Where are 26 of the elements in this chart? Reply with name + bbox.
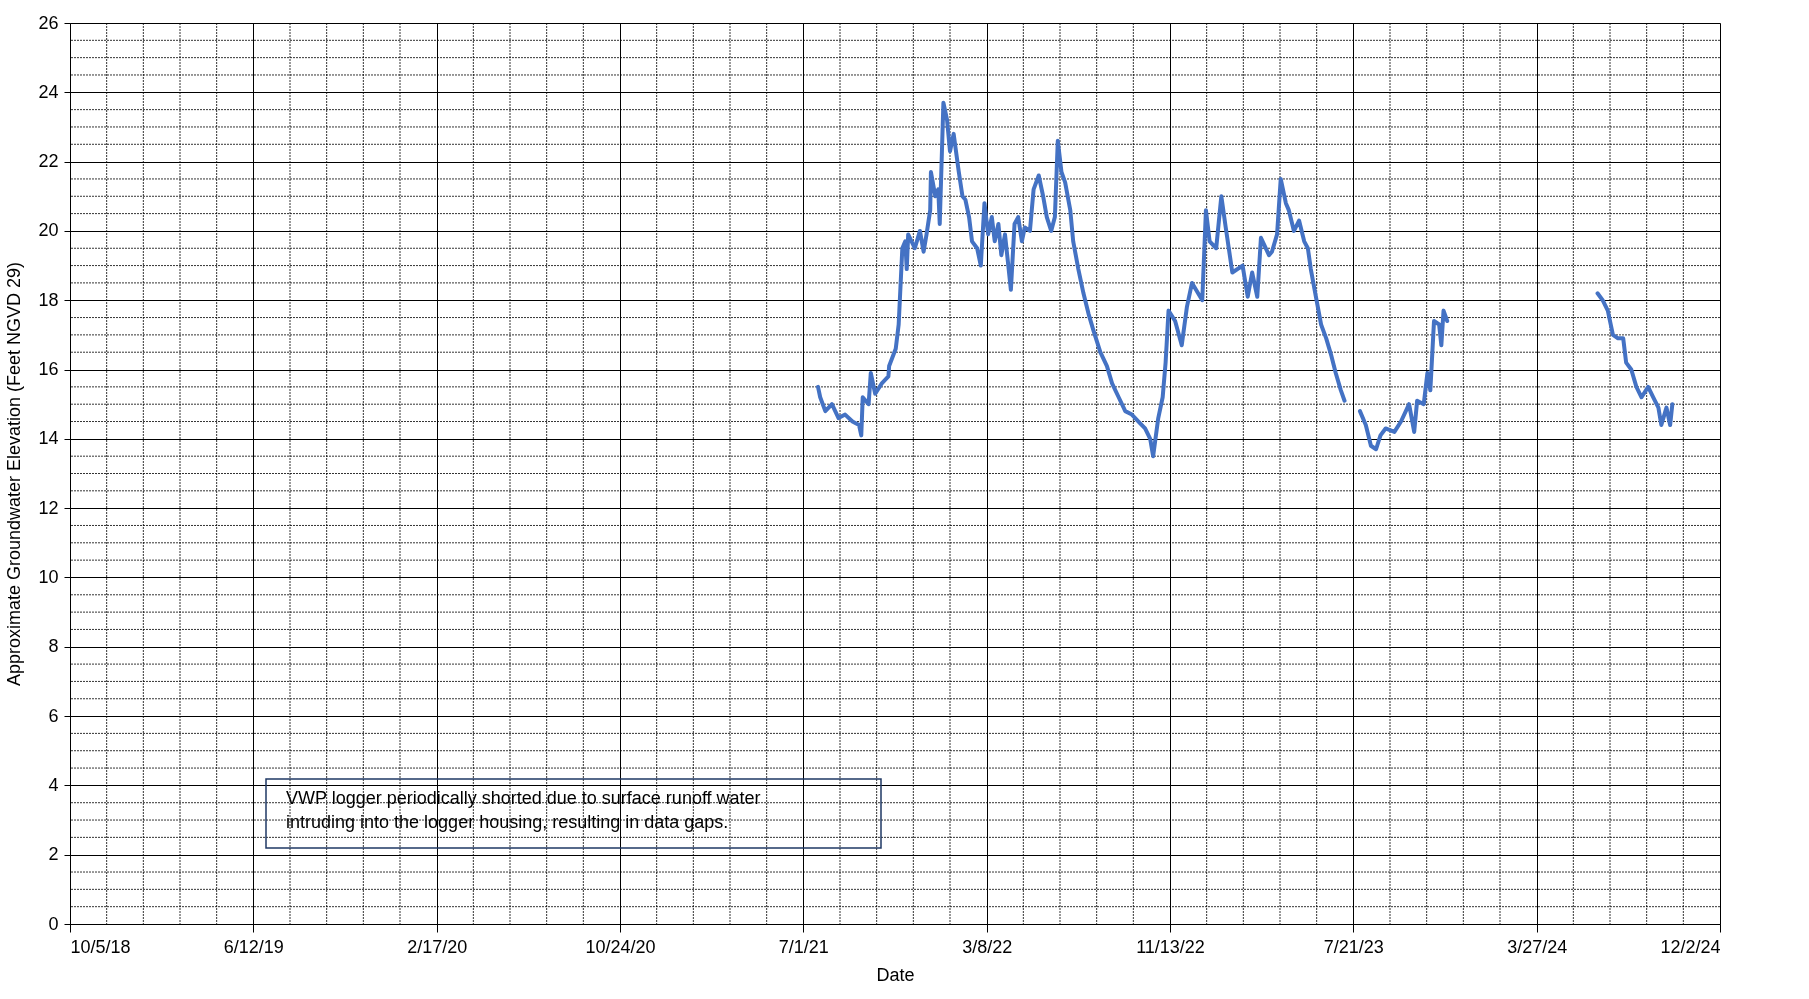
- y-tick-label: 0: [48, 913, 59, 934]
- x-tick-label: 10/5/18: [70, 936, 131, 957]
- x-tick-label: 6/12/19: [223, 936, 284, 957]
- x-tick-label: 3/27/24: [1507, 936, 1568, 957]
- y-tick-label: 8: [48, 636, 59, 657]
- y-tick-label: 10: [38, 566, 59, 587]
- x-tick-label: 3/8/22: [962, 936, 1013, 957]
- x-axis-title: Date: [876, 964, 915, 985]
- x-tick-label: 7/1/21: [778, 936, 829, 957]
- x-tick-label: 12/2/24: [1660, 936, 1721, 957]
- y-tick-label: 4: [48, 774, 59, 795]
- y-tick-label: 2: [48, 844, 59, 865]
- y-tick-label: 24: [38, 81, 59, 102]
- x-tick-label: 7/21/23: [1323, 936, 1384, 957]
- y-tick-label: 6: [48, 705, 59, 726]
- y-tick-label: 26: [38, 12, 59, 33]
- y-tick-label: 16: [38, 359, 59, 380]
- x-tick-label: 11/13/22: [1136, 936, 1205, 957]
- y-axis-title: Approximate Groundwater Elevation (Feet NGVD 29): [4, 261, 25, 687]
- x-tick-label: 10/24/20: [585, 936, 656, 957]
- y-tick-label: 12: [38, 497, 59, 518]
- y-tick-label: 14: [38, 428, 59, 449]
- x-tick-label: 2/17/20: [407, 936, 468, 957]
- y-tick-label: 22: [38, 151, 59, 172]
- y-tick-label: 18: [38, 289, 59, 310]
- y-tick-label: 20: [38, 220, 59, 241]
